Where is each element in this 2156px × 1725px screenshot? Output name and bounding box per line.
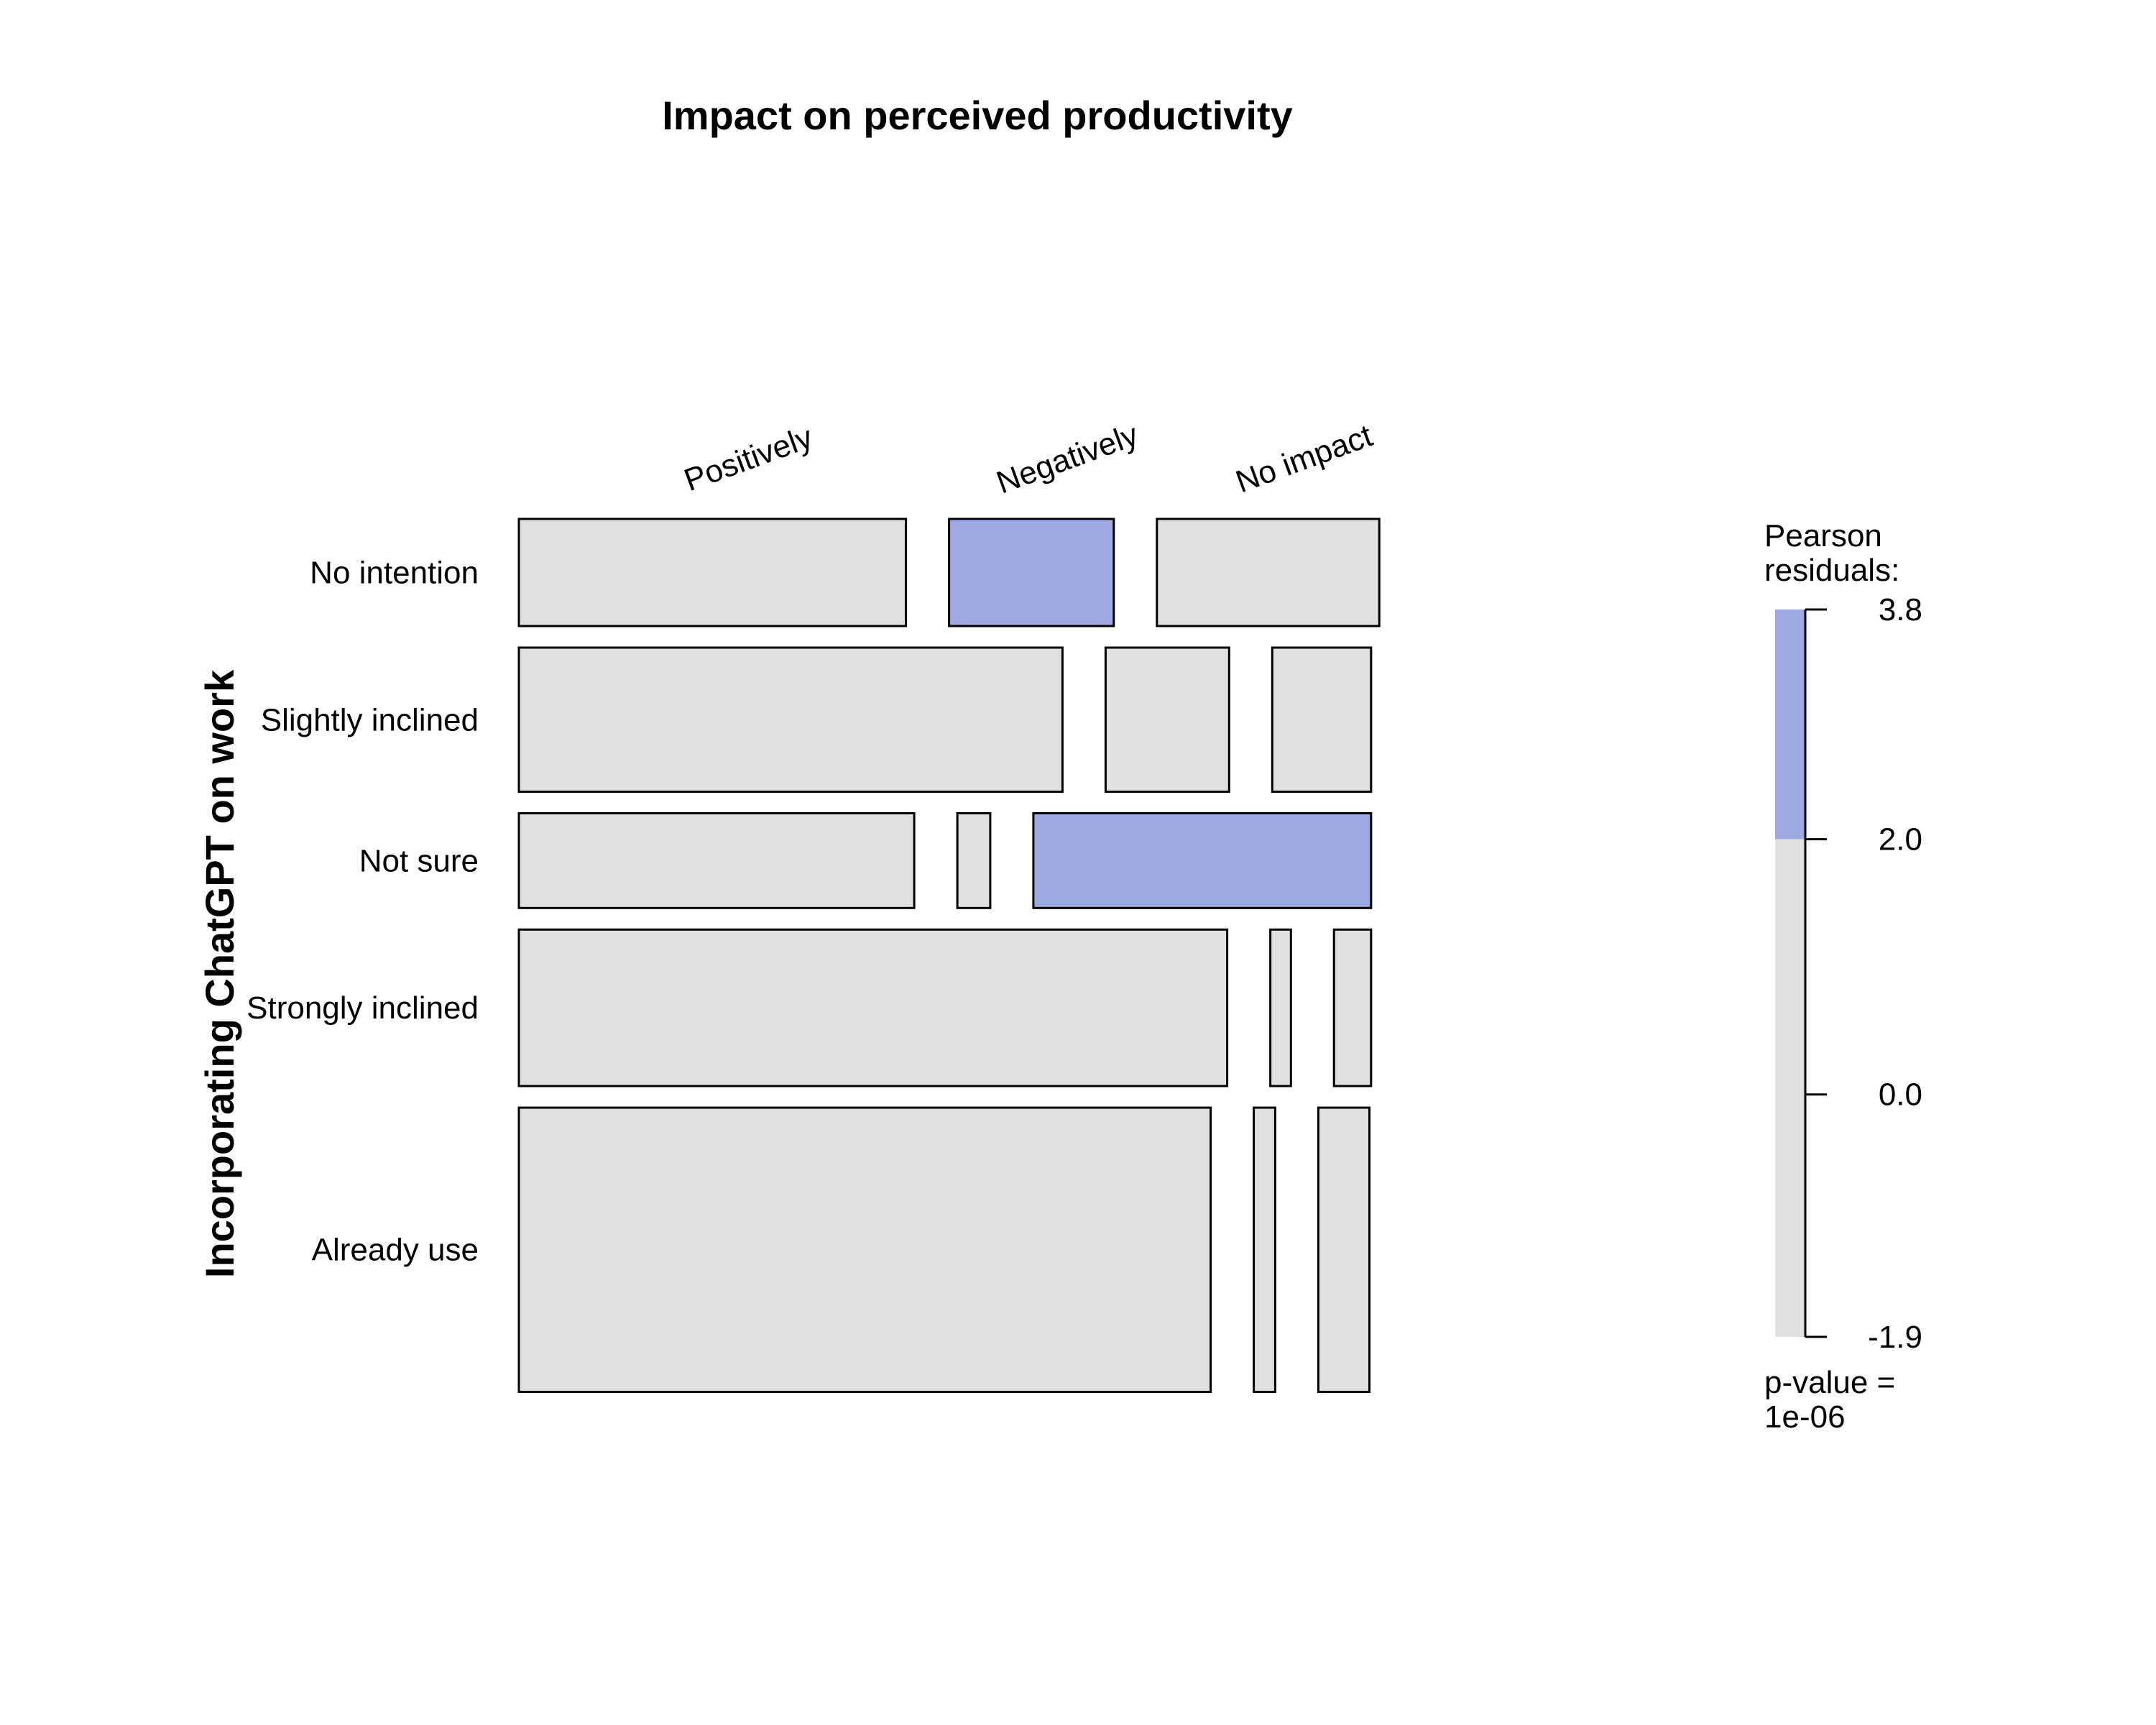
- legend-tick-label-0: 3.8: [1879, 592, 1922, 627]
- row-label-not-sure: Not sure: [359, 843, 479, 878]
- row-label-slightly-inclined: Slightly inclined: [261, 702, 479, 737]
- legend-positive-band: [1775, 610, 1805, 840]
- y-axis-label: Incorporating ChatGPT on work: [197, 669, 242, 1278]
- mosaic-cells: [517, 518, 1381, 1393]
- cell-strongly-inclined-no-impact: [1332, 928, 1373, 1087]
- cell-already-use-negatively: [1253, 1106, 1276, 1393]
- row-label-already-use: Already use: [312, 1233, 479, 1268]
- cell-slightly-inclined-no-impact: [1271, 646, 1373, 793]
- legend-tick-label-2: 0.0: [1879, 1077, 1922, 1113]
- row-label-no-intention: No intention: [310, 556, 479, 591]
- legend-pvalue-line1: p-value =: [1764, 1365, 1895, 1400]
- cell-strongly-inclined-positively: [517, 928, 1229, 1087]
- chart-title: Impact on perceived productivity: [662, 93, 1293, 138]
- cell-no-intention-negatively: [948, 518, 1115, 627]
- cell-not-sure-negatively: [956, 812, 992, 909]
- cell-slightly-inclined-positively: [517, 646, 1064, 793]
- cell-no-intention-no-impact: [1156, 518, 1381, 627]
- cell-not-sure-no-impact: [1032, 812, 1373, 909]
- residuals-legend: Pearson residuals: p-value = 1e-06 3.8 2.…: [1764, 518, 1922, 1435]
- cell-no-intention-positively: [517, 518, 908, 627]
- cell-already-use-positively: [517, 1106, 1212, 1393]
- cell-slightly-inclined-negatively: [1104, 646, 1230, 793]
- column-labels: Positively Negatively No impact: [680, 417, 1377, 500]
- cell-not-sure-positively: [517, 812, 916, 909]
- column-label-no-impact: No impact: [1231, 418, 1377, 500]
- column-label-negatively: Negatively: [992, 417, 1143, 500]
- cell-strongly-inclined-negatively: [1269, 928, 1292, 1087]
- legend-title-line2: residuals:: [1764, 553, 1899, 588]
- legend-tick-label-3: -1.9: [1868, 1320, 1922, 1355]
- column-label-positively: Positively: [680, 420, 817, 499]
- legend-tick-label-1: 2.0: [1879, 822, 1922, 857]
- row-label-strongly-inclined: Strongly inclined: [247, 990, 479, 1026]
- legend-title-line1: Pearson: [1764, 518, 1882, 553]
- legend-pvalue-line2: 1e-06: [1764, 1399, 1846, 1435]
- legend-neutral-band: [1775, 839, 1805, 1337]
- cell-already-use-no-impact: [1317, 1106, 1371, 1393]
- row-labels: No intention Slightly inclined Not sure Str…: [247, 556, 479, 1268]
